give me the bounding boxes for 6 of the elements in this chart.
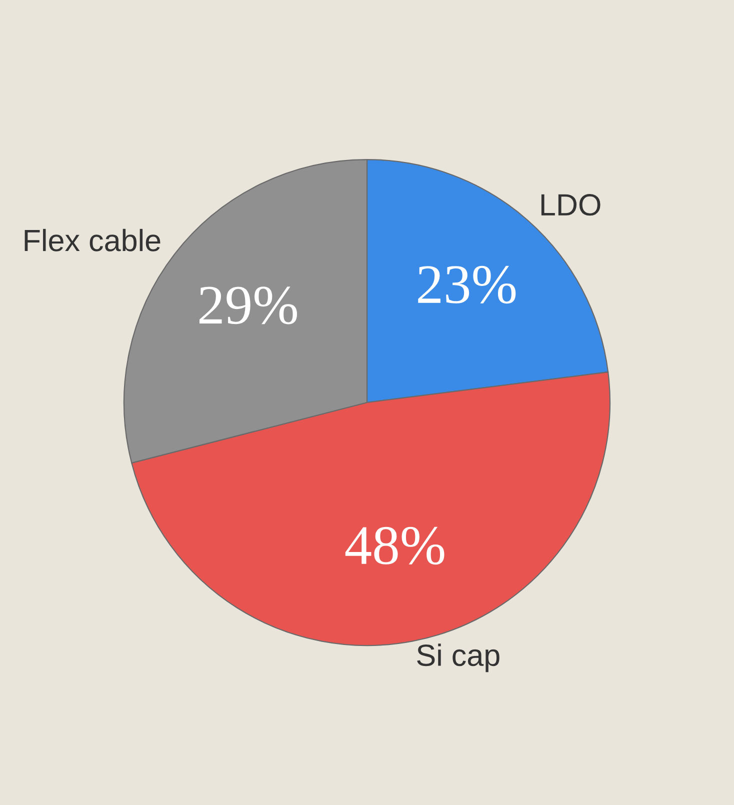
data-label: 48%: [345, 526, 444, 565]
slice-label: Flex cable: [24, 228, 160, 252]
slice-label: Si cap: [417, 644, 500, 672]
data-label: 23%: [418, 266, 516, 304]
slice-label: LDO: [541, 194, 600, 216]
data-label: 29%: [199, 286, 297, 324]
